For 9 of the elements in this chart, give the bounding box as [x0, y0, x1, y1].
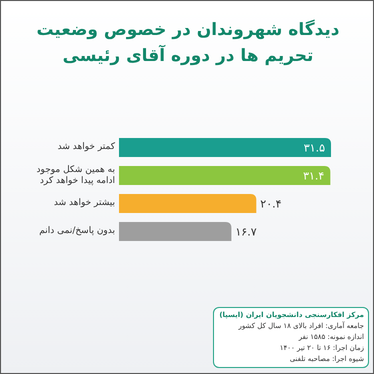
data-label: ۲۰.۴ — [260, 198, 282, 210]
data-label: ۳۱.۴ — [303, 170, 324, 182]
y-tick-label: کمتر خواهد شد — [56, 142, 115, 153]
data-label: ۱۶.۷ — [235, 226, 257, 238]
y-tick-label: بدون پاسخ/نمی دانم — [38, 226, 115, 237]
y-tick-label: به همین شکل موجود ادامه پیدا خواهد کرد — [36, 164, 115, 186]
chart-title: دیدگاه شهروندان در خصوص وضعیت تحریم ها در دوره آقای رئیسی — [35, 18, 341, 68]
y-tick-label: بیشتر خواهد شد — [52, 198, 115, 209]
data-label: ۳۱.۵ — [304, 142, 326, 154]
